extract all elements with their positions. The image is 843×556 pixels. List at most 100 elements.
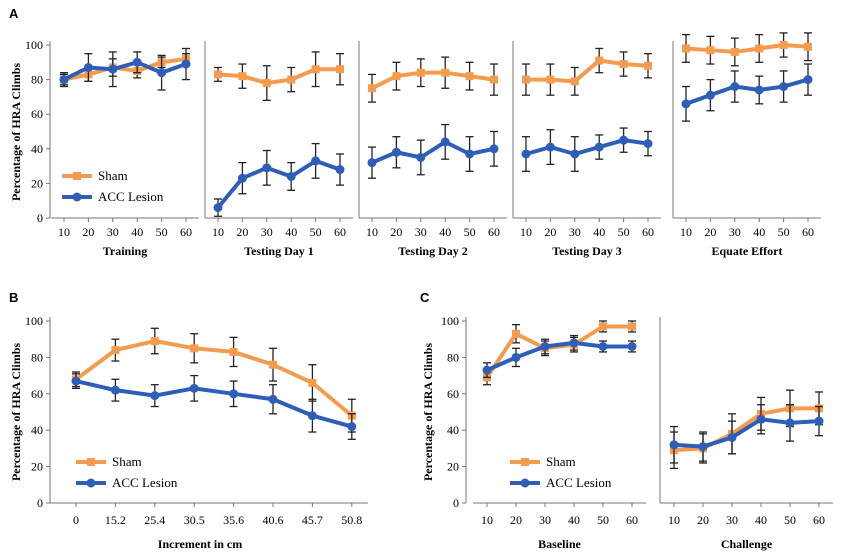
panel-a-sham-point: [214, 70, 222, 79]
panel-c-lesion-point: [511, 352, 521, 362]
panel-a-segment-label: Testing Day 1: [244, 244, 314, 258]
panel-a-lesion-point: [157, 68, 167, 78]
panel-a-x-tick-label: 10: [58, 225, 70, 239]
panel-a-x-tick-label: 60: [642, 225, 654, 239]
panel-a-lesion-point: [545, 142, 555, 152]
panel-c-x-tick-label: 30: [726, 513, 738, 527]
panel-a-sham-point: [522, 75, 530, 84]
panel-c-legend-lesion-marker: [520, 478, 530, 488]
panel-a-x-tick-label: 30: [729, 225, 741, 239]
panel-b-sham-point: [308, 378, 317, 387]
panel-a-sham-point: [465, 72, 474, 81]
panel-a-lesion-line: [370, 139, 496, 165]
panel-c-x-tick-label: 30: [539, 513, 551, 527]
panel-a-label: A: [9, 6, 19, 21]
panel-a-segment-label: Equate Effort: [712, 244, 783, 258]
panel-a-sham-point: [804, 42, 812, 51]
panel-b-lesion-point: [150, 391, 160, 401]
panel-a-sham-line: [216, 67, 342, 86]
panel-b-x-tick-label: 30.5: [184, 513, 205, 527]
panel-c-sham-point: [512, 329, 520, 338]
panel-a-y-label: Percentage of HRA Climbs: [9, 63, 23, 201]
panel-c-lesion-line: [485, 340, 634, 373]
panel-a-lesion-point: [465, 149, 475, 159]
panel-a-x-tick-label: 40: [753, 225, 765, 239]
panel-a-segment-label: Testing Day 3: [552, 244, 622, 258]
panel-a-x-tick-label: 40: [439, 225, 451, 239]
panel-a-x-tick-label: 40: [285, 225, 297, 239]
panel-c-sham-point: [628, 322, 636, 331]
panel-a-sham-point: [682, 44, 690, 53]
panel-c-lesion-point: [482, 365, 492, 375]
panel-b-x-tick-label: 0: [73, 513, 79, 527]
panel-a-lesion-point: [335, 165, 345, 175]
panel-c-x-tick-label: 20: [697, 513, 709, 527]
panel-c-legend-sham-label: Sham: [546, 454, 576, 469]
panel-b-sham-point: [190, 344, 199, 353]
panel-a-sham-point: [311, 65, 320, 74]
panel-a-segment-label: Testing Day 2: [398, 244, 468, 258]
panel-a-x-tick-label: 50: [156, 225, 168, 239]
panel-c-y-tick-label: 100: [441, 314, 459, 328]
panel-a-sham-point: [755, 44, 764, 53]
panel-a-x-tick-label: 20: [544, 225, 556, 239]
panel-b-y-tick-label: 60: [31, 387, 43, 401]
panel-a-lesion-point: [367, 158, 377, 168]
panel-b-lesion-point: [229, 389, 239, 399]
panel-b-legend-sham-label: Sham: [112, 454, 142, 469]
panel-b-x-label: Increment in cm: [158, 537, 242, 551]
panel-b-x-tick-label: 45.7: [302, 513, 323, 527]
panel-a-lesion-point: [132, 57, 142, 67]
panel-b-x-tick-label: 25.4: [144, 513, 165, 527]
panel-a-legend-lesion-marker: [72, 192, 82, 202]
panel-b-x-tick-label: 40.6: [263, 513, 284, 527]
panel-c-lesion-point: [814, 416, 824, 426]
panel-a-x-tick-label: 20: [704, 225, 716, 239]
panel-b-x-tick-label: 50.8: [341, 513, 362, 527]
panel-a-y-tick-label: 40: [31, 142, 43, 156]
panel-a-sham-point: [490, 75, 498, 84]
panel-c-lesion-point: [627, 341, 637, 351]
panel-c-segment-label: Baseline: [538, 537, 581, 551]
panel-a-lesion-point: [108, 64, 118, 74]
panel-c-sham-line: [485, 324, 634, 380]
panel-c-y-label: Percentage of HRA Climbs: [421, 343, 435, 481]
panel-c-x-tick-label: 60: [813, 513, 825, 527]
panel-c-lesion-point: [727, 432, 737, 442]
panel-a-sham-point: [595, 56, 604, 65]
panel-a-x-tick-label: 50: [778, 225, 790, 239]
panel-c-legend-lesion-label: ACC Lesion: [546, 475, 612, 490]
panel-a-sham-point: [570, 77, 579, 86]
panel-a-lesion-point: [643, 139, 653, 149]
panel-c-legend-sham-marker: [521, 458, 529, 466]
panel-b-lesion-point: [189, 383, 199, 393]
panel-c-y-tick-label: 60: [447, 387, 459, 401]
panel-a-sham-point: [779, 41, 788, 49]
panel-a-lesion-line: [684, 77, 810, 106]
panel-a-x-tick-label: 30: [569, 225, 581, 239]
panel-b-x-tick-label: 35.6: [223, 513, 244, 527]
panel-b-sham-point: [111, 346, 120, 355]
panel-a-sham-point: [730, 47, 739, 56]
panel-a-lesion-point: [705, 90, 715, 100]
panel-a-lesion-line: [216, 158, 342, 210]
panel-a-sham-point: [416, 68, 425, 77]
panel-b-sham-line: [74, 339, 354, 418]
panel-b-y-tick-label: 20: [31, 460, 43, 474]
panel-b-x-tick-label: 15.2: [105, 513, 126, 527]
panel-a-x-tick-label: 30: [261, 225, 273, 239]
panel-a-sham-point: [441, 68, 450, 77]
panel-b-lesion-point: [268, 394, 278, 404]
panel-a-lesion-point: [181, 59, 191, 69]
panel-a-lesion-point: [730, 82, 740, 92]
panel-a-x-tick-label: 30: [107, 225, 119, 239]
panel-a-lesion-point: [391, 147, 401, 157]
panel-a-lesion-point: [619, 135, 629, 145]
panel-a-lesion-point: [237, 173, 247, 183]
panel-b-lesion-point: [347, 422, 357, 432]
panel-a-lesion-point: [262, 163, 272, 173]
panel-a-x-tick-label: 40: [593, 225, 605, 239]
panel-a-y-tick-label: 100: [25, 38, 43, 52]
panel-b-y-tick-label: 0: [37, 496, 43, 510]
panel-b-legend-lesion-marker: [86, 478, 96, 488]
